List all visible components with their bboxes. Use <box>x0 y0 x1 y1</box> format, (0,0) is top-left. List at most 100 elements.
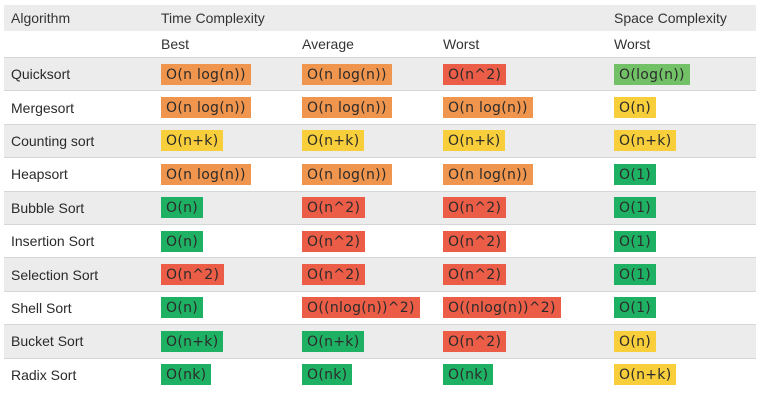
table-header-sub-row: Best Average Worst Worst <box>4 31 756 57</box>
worst-complexity-badge: O(n log(n)) <box>443 97 533 119</box>
space-cell: O(n+k) <box>614 359 677 391</box>
average-cell: O(n log(n)) <box>302 58 392 90</box>
space-cell: O(n) <box>614 91 657 123</box>
worst-cell: O(n^2) <box>443 258 507 290</box>
worst-cell: O(nk) <box>443 359 494 391</box>
average-cell: O(nk) <box>302 359 353 391</box>
worst-complexity-badge: O((nlog(n))^2) <box>443 297 561 319</box>
space-complexity-badge: O(n) <box>614 97 657 119</box>
worst-cell: O(n log(n)) <box>443 158 533 190</box>
algorithm-name: Radix Sort <box>11 366 77 383</box>
table-row: Mergesort O(n log(n)) O(n log(n)) O(n log(n… <box>4 90 756 123</box>
table-row: Selection Sort O(n^2) O(n^2) O(n^2) O(1) <box>4 257 756 291</box>
average-cell: O(n^2) <box>302 258 366 290</box>
header-algorithm: Algorithm <box>11 10 71 26</box>
best-complexity-badge: O(n) <box>161 197 204 219</box>
average-complexity-badge: O(n log(n)) <box>302 97 392 119</box>
algorithm-name: Counting sort <box>11 132 95 149</box>
space-complexity-badge: O(1) <box>614 230 657 252</box>
table-row: Bucket Sort O(n+k) O(n+k) O(n^2) O(n) <box>4 324 756 358</box>
worst-complexity-badge: O(nk) <box>443 364 494 386</box>
table-body: Quicksort O(n log(n)) O(n log(n)) O(n^2) O(l… <box>4 57 756 391</box>
worst-complexity-badge: O(n^2) <box>443 63 507 85</box>
average-complexity-badge: O(n^2) <box>302 230 366 252</box>
complexity-table: Algorithm Time Complexity Space Complexi… <box>4 5 756 391</box>
algorithm-name: Bubble Sort <box>11 199 85 216</box>
header-average: Average <box>302 36 354 52</box>
worst-cell: O(n^2) <box>443 58 507 90</box>
best-cell: O(n) <box>161 292 204 324</box>
worst-complexity-badge: O(n^2) <box>443 230 507 252</box>
worst-complexity-badge: O(n log(n)) <box>443 163 533 185</box>
best-complexity-badge: O(n) <box>161 297 204 319</box>
worst-cell: O(n^2) <box>443 192 507 224</box>
average-cell: O(n^2) <box>302 225 366 257</box>
average-cell: O(n log(n)) <box>302 158 392 190</box>
table-row: Counting sort O(n+k) O(n+k) O(n+k) O(n+k) <box>4 123 756 158</box>
average-complexity-badge: O(n^2) <box>302 264 366 286</box>
worst-cell: O(n^2) <box>443 325 507 357</box>
header-worst: Worst <box>443 36 480 52</box>
best-cell: O(n+k) <box>161 125 224 157</box>
worst-complexity-badge: O(n^2) <box>443 330 507 352</box>
worst-complexity-badge: O(n^2) <box>443 197 507 219</box>
average-complexity-badge: O(n+k) <box>302 330 365 352</box>
space-complexity-badge: O(1) <box>614 297 657 319</box>
space-complexity-badge: O(n) <box>614 330 657 352</box>
space-cell: O(n+k) <box>614 125 677 157</box>
table-row: Quicksort O(n log(n)) O(n log(n)) O(n^2) O(l… <box>4 57 756 91</box>
space-complexity-badge: O(1) <box>614 197 657 219</box>
best-cell: O(n) <box>161 192 204 224</box>
average-cell: O((nlog(n))^2) <box>302 292 420 324</box>
average-complexity-badge: O(n+k) <box>302 130 365 152</box>
best-complexity-badge: O(n log(n)) <box>161 63 251 85</box>
average-complexity-badge: O(n log(n)) <box>302 63 392 85</box>
best-cell: O(n log(n)) <box>161 158 251 190</box>
best-complexity-badge: O(n log(n)) <box>161 97 251 119</box>
algorithm-name: Selection Sort <box>11 266 99 283</box>
algorithm-name: Insertion Sort <box>11 233 95 250</box>
best-complexity-badge: O(nk) <box>161 364 212 386</box>
best-complexity-badge: O(n+k) <box>161 130 224 152</box>
best-complexity-badge: O(n+k) <box>161 330 224 352</box>
space-complexity-badge: O(log(n)) <box>614 63 690 85</box>
header-space-complexity: Space Complexity <box>614 10 727 26</box>
space-cell: O(1) <box>614 158 657 190</box>
space-complexity-badge: O(n+k) <box>614 130 677 152</box>
worst-cell: O(n log(n)) <box>443 91 533 123</box>
header-space-worst: Worst <box>614 36 651 52</box>
average-complexity-badge: O(nk) <box>302 364 353 386</box>
average-cell: O(n^2) <box>302 192 366 224</box>
algorithm-name: Mergesort <box>11 99 75 116</box>
best-cell: O(n^2) <box>161 258 225 290</box>
worst-cell: O((nlog(n))^2) <box>443 292 561 324</box>
space-complexity-badge: O(1) <box>614 163 657 185</box>
average-cell: O(n log(n)) <box>302 91 392 123</box>
table-row: Radix Sort O(nk) O(nk) O(nk) O(n+k) <box>4 357 756 391</box>
best-complexity-badge: O(n^2) <box>161 264 225 286</box>
average-complexity-badge: O((nlog(n))^2) <box>302 297 420 319</box>
algorithm-name: Quicksort <box>11 66 71 83</box>
algorithm-name: Bucket Sort <box>11 333 84 350</box>
average-complexity-badge: O(n^2) <box>302 197 366 219</box>
table-row: Shell Sort O(n) O((nlog(n))^2) O((nlog(n))^… <box>4 290 756 324</box>
space-cell: O(1) <box>614 225 657 257</box>
best-cell: O(n log(n)) <box>161 91 251 123</box>
average-cell: O(n+k) <box>302 125 365 157</box>
best-complexity-badge: O(n log(n)) <box>161 163 251 185</box>
worst-cell: O(n+k) <box>443 125 506 157</box>
algorithm-name: Shell Sort <box>11 299 72 316</box>
average-complexity-badge: O(n log(n)) <box>302 163 392 185</box>
table-row: Bubble Sort O(n) O(n^2) O(n^2) O(1) <box>4 190 756 224</box>
best-cell: O(n log(n)) <box>161 58 251 90</box>
average-cell: O(n+k) <box>302 325 365 357</box>
table-header-group-row: Algorithm Time Complexity Space Complexi… <box>4 5 756 31</box>
worst-cell: O(n^2) <box>443 225 507 257</box>
header-time-complexity: Time Complexity <box>161 10 265 26</box>
table-row: Heapsort O(n log(n)) O(n log(n)) O(n log(n)… <box>4 157 756 190</box>
worst-complexity-badge: O(n^2) <box>443 264 507 286</box>
space-cell: O(log(n)) <box>614 58 690 90</box>
best-complexity-badge: O(n) <box>161 230 204 252</box>
best-cell: O(nk) <box>161 359 212 391</box>
space-cell: O(1) <box>614 192 657 224</box>
